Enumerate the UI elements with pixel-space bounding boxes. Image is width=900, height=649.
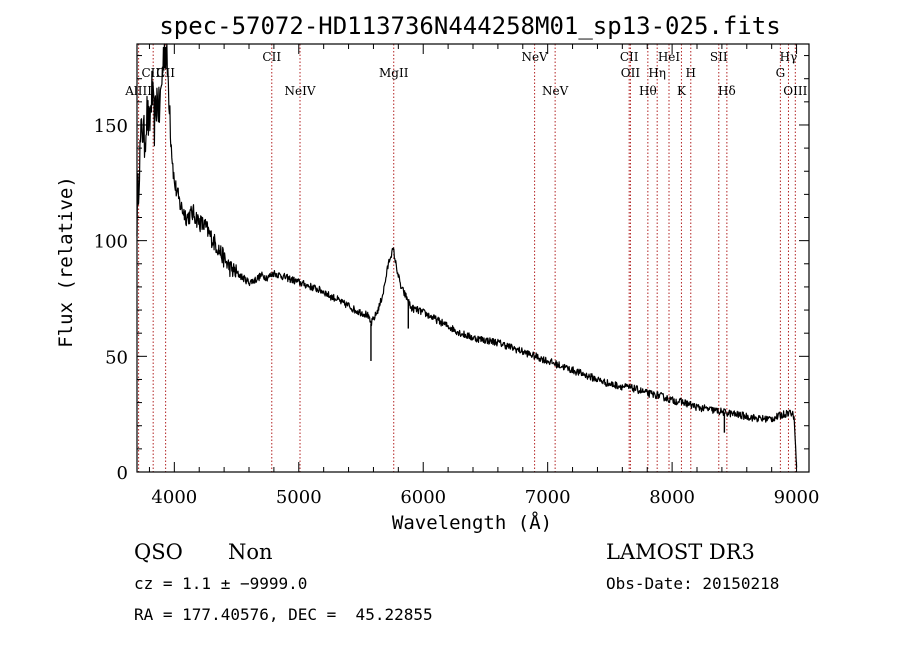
object-class: QSO	[134, 540, 183, 564]
y-tick-label-50: 50	[105, 347, 128, 368]
object-subclass: Non	[228, 540, 273, 564]
spectrum-line	[136, 43, 798, 468]
emission-line-labels: AlIIICIIICIICIINeIVMgIINeVNeVCIIOIIHθHηH…	[124, 50, 807, 98]
marker-label-c2b: CII	[620, 50, 639, 64]
x-tick-label-6000: 6000	[400, 487, 446, 508]
marker-label-kk: K	[677, 84, 687, 98]
survey-name: LAMOST DR3	[606, 540, 755, 564]
marker-label-ne5b: NeV	[542, 84, 569, 98]
x-tick-label-4000: 4000	[151, 487, 197, 508]
marker-label-hth: Hθ	[639, 84, 657, 98]
marker-label-al: AlIII	[124, 84, 152, 98]
marker-label-s2: SII	[710, 50, 728, 64]
y-tick-label-0: 0	[117, 463, 128, 484]
marker-label-o2: OII	[621, 66, 641, 80]
marker-label-hg: Hγ	[780, 50, 798, 64]
marker-label-gg: G	[776, 66, 786, 80]
marker-label-o3: OIII	[783, 84, 807, 98]
coordinates: RA = 177.40576, DEC = 45.22855	[134, 605, 433, 624]
marker-label-he1: HeI	[658, 50, 681, 64]
emission-line-markers	[138, 44, 796, 472]
x-tick-label-5000: 5000	[276, 487, 322, 508]
redshift-value: cz = 1.1 ± −9999.0	[134, 574, 307, 593]
y-axis-label: Flux (relative)	[55, 176, 77, 348]
plot-frame	[136, 43, 810, 473]
x-axis-label: Wavelength (Å)	[392, 511, 552, 534]
marker-label-c3: CIII	[141, 66, 165, 80]
y-axis-ticks: 0 50 100 150	[94, 55, 809, 484]
x-axis-ticks: 4000 5000 6000 7000 8000 9000	[148, 44, 820, 508]
chart-title: spec-57072-HD113736N444258M01_sp13-025.f…	[159, 12, 780, 40]
spectrum-spikes	[370, 300, 726, 433]
marker-label-hh: H	[686, 66, 696, 80]
x-tick-label-7000: 7000	[525, 487, 571, 508]
observation-date: Obs-Date: 20150218	[606, 574, 779, 593]
marker-label-c2: CII	[262, 50, 281, 64]
x-tick-label-8000: 8000	[649, 487, 695, 508]
x-tick-label-9000: 9000	[774, 487, 820, 508]
marker-label-het: Hη	[648, 66, 666, 80]
marker-label-mg2: MgII	[379, 66, 409, 80]
marker-label-c4: CII	[156, 66, 175, 80]
y-tick-label-100: 100	[94, 232, 128, 253]
marker-label-ne4: NeIV	[285, 84, 316, 98]
marker-label-ne5a: NeV	[521, 50, 548, 64]
marker-label-hd: Hδ	[718, 84, 736, 98]
y-tick-label-150: 150	[94, 116, 128, 137]
